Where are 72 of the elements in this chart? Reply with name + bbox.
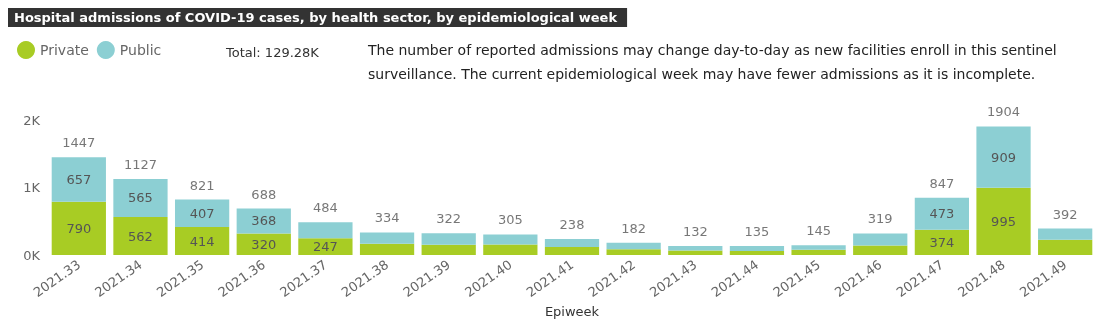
bar: [853, 233, 908, 246]
bar: [606, 249, 661, 255]
bar: [483, 244, 538, 255]
bar: [483, 234, 538, 245]
bar: [668, 246, 723, 251]
total-label: 182: [621, 220, 647, 236]
bar: [791, 249, 846, 255]
data-label: 247: [313, 239, 338, 255]
bar: [113, 178, 168, 218]
bar: [668, 250, 723, 255]
bar: [51, 201, 106, 255]
total-label: 847: [929, 175, 955, 191]
bar: [1038, 239, 1093, 255]
y-tick-label: 0K: [23, 247, 41, 263]
data-label: 368: [251, 213, 277, 229]
total-label: 1904: [986, 104, 1021, 120]
total-label: 1127: [123, 156, 158, 172]
bar: [236, 233, 291, 255]
bar: [51, 157, 106, 202]
legend-label: Private: [40, 42, 89, 58]
total-label: 392: [1052, 206, 1078, 222]
bar: [791, 245, 846, 250]
total-label: 305: [497, 212, 523, 228]
bar: [298, 238, 353, 255]
total-label: 238: [559, 216, 585, 232]
data-label: 407: [189, 205, 215, 221]
data-label: 473: [929, 206, 955, 222]
data-label: 374: [929, 234, 955, 250]
data-label: 562: [128, 228, 153, 244]
total-label: 484: [313, 200, 338, 216]
data-label: 790: [66, 220, 92, 236]
bar: [359, 243, 415, 255]
bar: [606, 242, 661, 250]
bar: [359, 232, 415, 244]
bar: [174, 227, 230, 255]
data-label: 414: [189, 233, 215, 249]
data-label: 320: [251, 236, 277, 252]
bar: [174, 199, 230, 228]
total-label: 1447: [62, 135, 96, 151]
text: The number of reported admissions may change day-to-day as new facilities enroll in this sentinel surveillance. The current epidemiological week may have fewer admissions as it is incomplete.: [367, 42, 1062, 82]
bar: [298, 222, 353, 239]
legend-label: Public: [119, 42, 162, 58]
total-label: 145: [806, 223, 831, 239]
bar: [544, 247, 600, 255]
bar: [914, 229, 970, 255]
total-label: 688: [251, 186, 277, 202]
y-tick-label: 1K: [23, 180, 41, 195]
data-label: 565: [128, 190, 153, 206]
total-label: 322: [436, 211, 462, 227]
total-label: 135: [744, 223, 770, 239]
y-tick-label: 2K: [23, 112, 41, 128]
data-label: 657: [66, 172, 92, 187]
total-label: 334: [374, 210, 400, 226]
bar: [976, 126, 1031, 188]
total-label: 132: [682, 224, 708, 240]
bar: [729, 250, 785, 255]
bar: [853, 245, 908, 255]
chart-title: Hospital admissions of COVID-19 cases, by health sector, by epidemiological week: [14, 10, 618, 25]
bar: [1038, 228, 1093, 240]
bar: [421, 233, 476, 245]
total-label: 319: [867, 211, 893, 227]
bar: [976, 187, 1031, 255]
bar: [421, 244, 476, 255]
bar: [544, 238, 600, 248]
x-axis-title: Epiweek: [544, 304, 600, 319]
bar: [914, 197, 970, 230]
data-label: 909: [991, 149, 1016, 165]
text: Total: 129.28K: [225, 45, 320, 60]
total-label: 821: [189, 177, 215, 193]
bar: [729, 245, 785, 251]
bar: [113, 217, 168, 255]
data-label: 995: [991, 213, 1016, 229]
